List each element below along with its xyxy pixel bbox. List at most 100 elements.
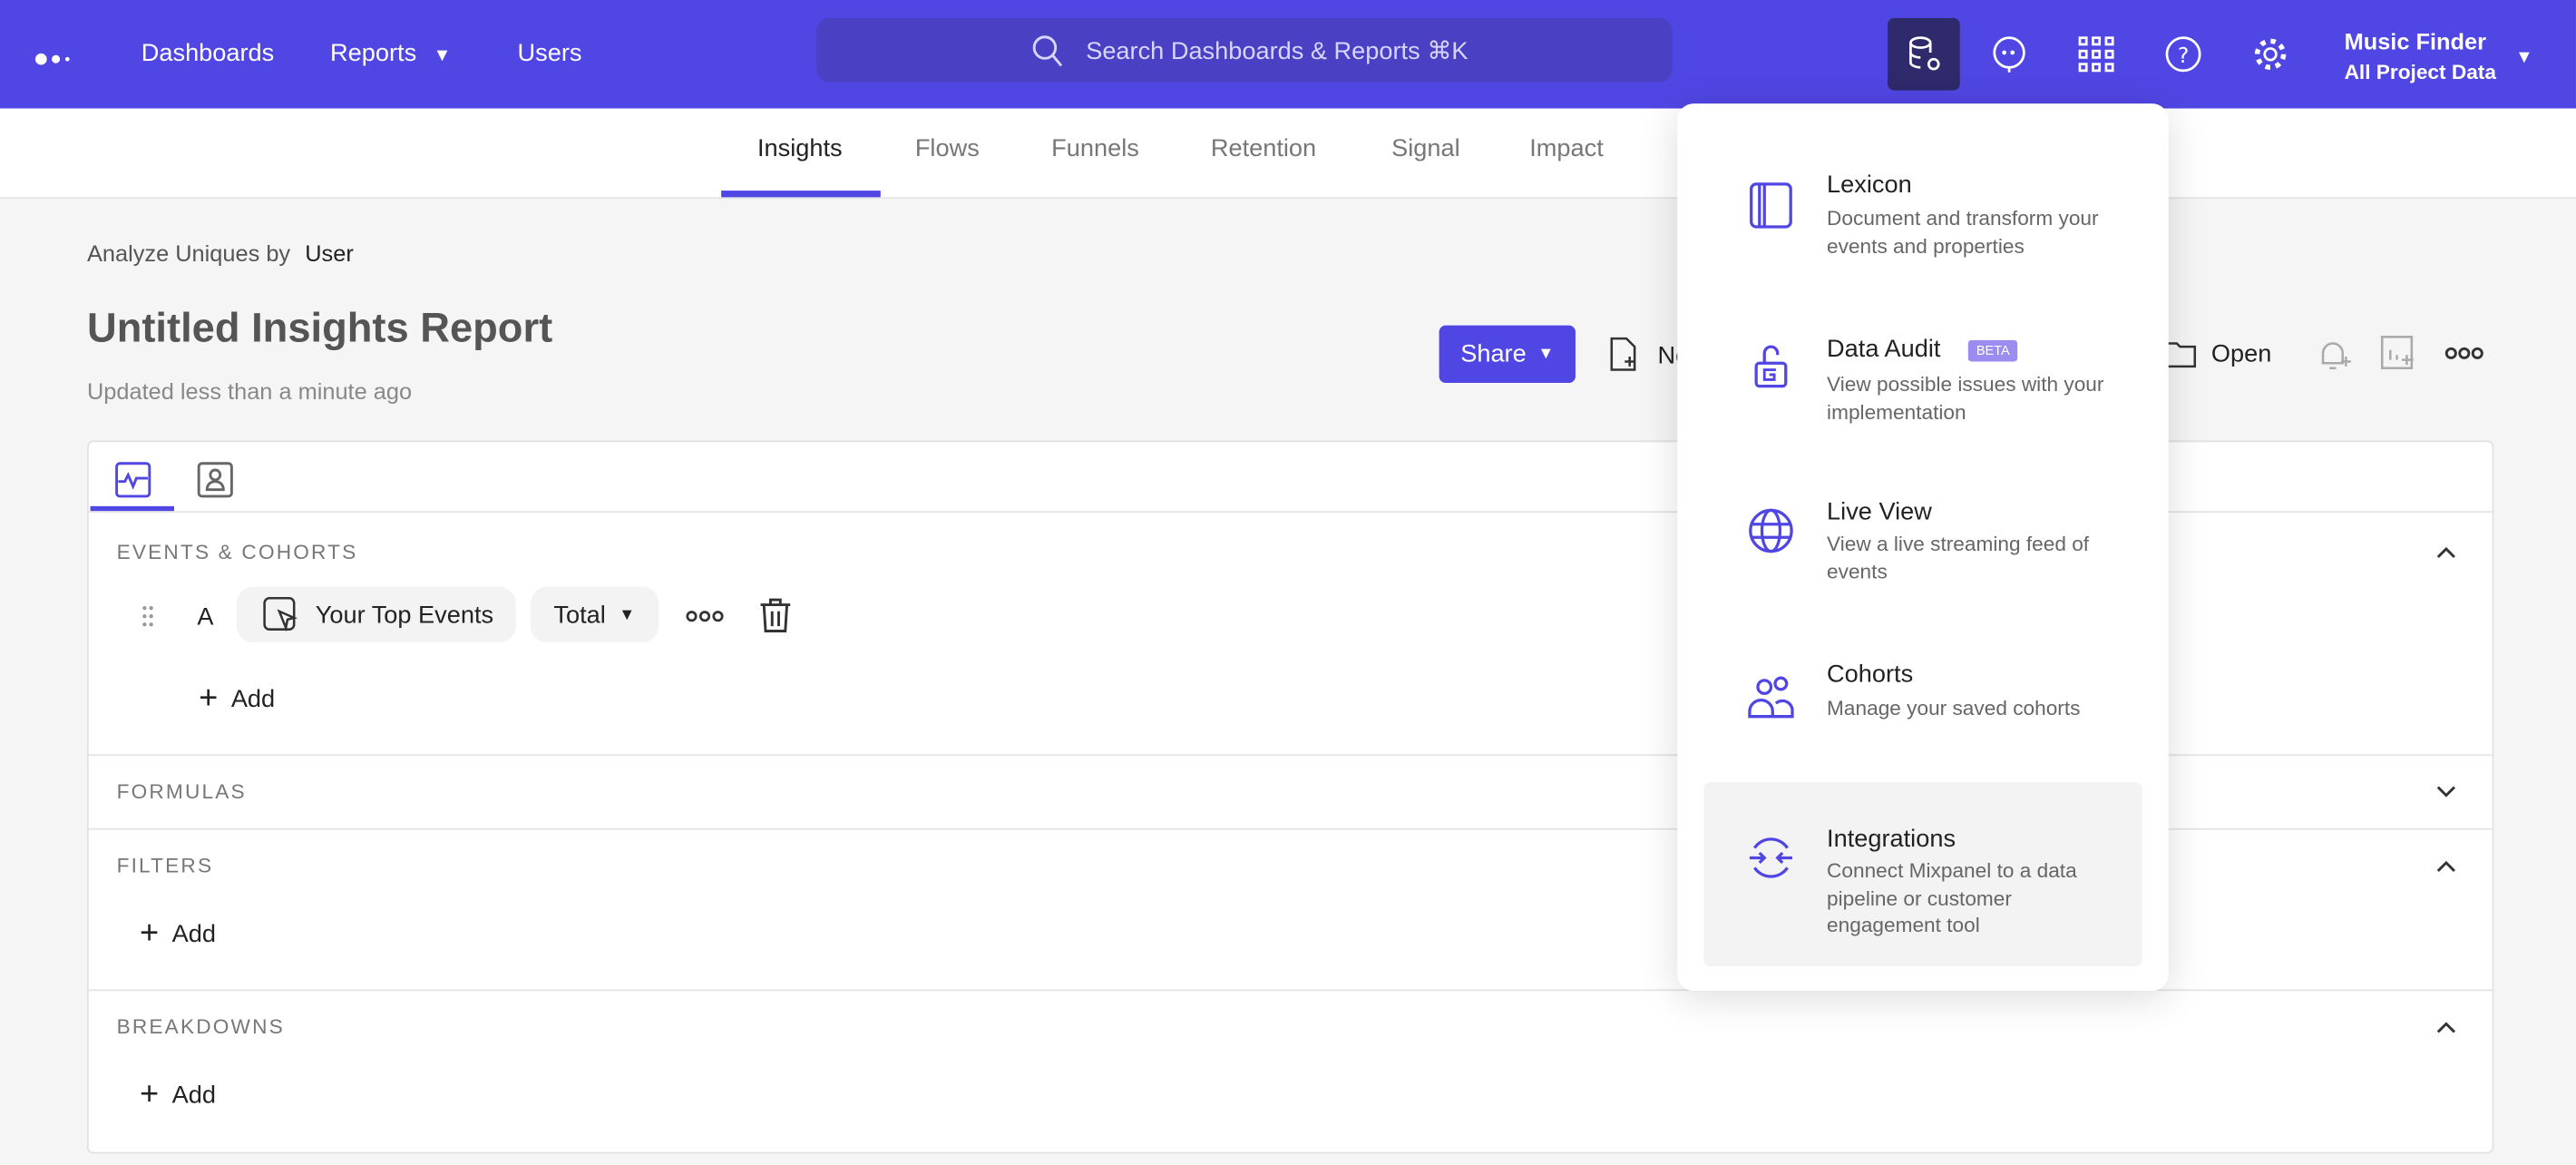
active-tab-indicator	[90, 505, 174, 512]
more-icon[interactable]	[2444, 345, 2483, 361]
menu-item-title: Lexicon	[1827, 171, 1912, 200]
beta-badge: BETA	[1967, 339, 2018, 362]
menu-item-data-audit[interactable]: Data Audit BETA View possible issues wit…	[1703, 300, 2142, 456]
divider	[88, 754, 2493, 757]
event-selector[interactable]: Your Top Events	[236, 586, 516, 643]
events-cohorts-header: EVENTS & COHORTS	[116, 540, 358, 564]
menu-item-desc: Document and transform your events and p…	[1827, 207, 2099, 258]
folder-icon	[2165, 342, 2197, 368]
divider	[88, 511, 2493, 514]
plus-icon: +	[199, 680, 219, 717]
users-tab-icon[interactable]	[197, 462, 233, 498]
apps-button[interactable]	[2066, 24, 2125, 83]
divider	[88, 827, 2493, 830]
filters-header: FILTERS	[116, 854, 214, 878]
report-title[interactable]: Untitled Insights Report	[86, 305, 553, 352]
cursor-click-icon	[263, 597, 298, 632]
chevron-down-icon[interactable]	[2435, 780, 2457, 803]
chat-button[interactable]	[1979, 24, 2038, 83]
caret-down-icon: ▼	[433, 45, 452, 66]
users-icon	[1748, 676, 1794, 719]
menu-item-desc: View a live streaming feed of events	[1827, 532, 2090, 583]
tab-insights[interactable]: Insights	[756, 134, 843, 163]
menu-item-title: Integrations	[1827, 825, 1956, 854]
open-button[interactable]: Open	[2165, 337, 2271, 369]
tab-flows[interactable]: Flows	[914, 134, 980, 163]
menu-item-integrations[interactable]: Integrations Connect Mixpanel to a data …	[1703, 782, 2142, 966]
active-tab-indicator	[721, 191, 881, 198]
share-button[interactable]: Share ▼	[1439, 325, 1576, 384]
measure-label: Total	[553, 600, 606, 629]
data-management-menu: Lexicon Document and transform your even…	[1677, 103, 2169, 992]
events-tab-icon[interactable]	[115, 462, 151, 498]
chevron-up-icon[interactable]	[2435, 541, 2457, 563]
add-filter-button[interactable]: + Add	[140, 915, 216, 954]
menu-item-cohorts[interactable]: Cohorts Manage your saved cohorts	[1703, 630, 2142, 778]
caret-down-icon: ▼	[2514, 47, 2533, 68]
caret-down-icon: ▼	[619, 605, 636, 624]
menu-item-title: Live View	[1827, 497, 1932, 526]
gear-icon	[2254, 38, 2287, 70]
tab-impact[interactable]: Impact	[1529, 134, 1604, 163]
data-management-button[interactable]	[1888, 17, 1960, 91]
search-input[interactable]: Search Dashboards & Reports ⌘K	[816, 17, 1673, 83]
trash-icon[interactable]	[757, 596, 794, 632]
chevron-up-icon[interactable]	[2435, 1015, 2457, 1038]
plus-icon: +	[139, 1076, 160, 1113]
top-bar: Dashboards Reports ▼ Users Search Dashbo…	[0, 0, 2576, 109]
nav-users[interactable]: Users	[517, 39, 582, 68]
add-label: Add	[171, 920, 216, 949]
alert-add-icon[interactable]	[2317, 337, 2353, 373]
globe-icon	[1749, 508, 1793, 553]
search-placeholder: Search Dashboards & Reports ⌘K	[1086, 37, 1469, 66]
add-label: Add	[171, 1081, 216, 1110]
settings-button[interactable]	[2240, 24, 2299, 83]
new-file-icon	[1610, 337, 1636, 371]
add-to-dashboard-icon[interactable]	[2380, 335, 2416, 371]
share-label: Share	[1460, 339, 1527, 368]
nav-dashboards[interactable]: Dashboards	[141, 39, 275, 68]
search-icon	[1032, 35, 1063, 67]
lock-icon	[1754, 345, 1788, 388]
svg-text:?: ?	[2178, 43, 2190, 68]
measure-dropdown[interactable]: Total ▼	[531, 586, 659, 643]
plus-icon: +	[139, 915, 160, 952]
grid-icon	[2078, 36, 2114, 73]
formulas-header[interactable]: FORMULAS	[116, 780, 247, 804]
menu-item-desc: Connect Mixpanel to a data pipeline or c…	[1827, 859, 2077, 937]
project-scope: All Project Data	[2344, 61, 2496, 84]
chat-icon	[1993, 36, 2025, 73]
open-label: Open	[2210, 339, 2272, 367]
menu-item-desc: Manage your saved cohorts	[1827, 696, 2081, 720]
book-icon	[1750, 182, 1792, 229]
row-letter: A	[197, 602, 214, 631]
more-icon[interactable]	[685, 608, 724, 624]
menu-item-lexicon[interactable]: Lexicon Document and transform your even…	[1703, 136, 2142, 292]
chevron-up-icon[interactable]	[2435, 855, 2457, 877]
tab-signal[interactable]: Signal	[1391, 134, 1460, 163]
logo-icon[interactable]	[34, 48, 73, 78]
nav-reports[interactable]: Reports ▼	[330, 39, 451, 67]
project-selector[interactable]: Music Finder All Project Data ▼	[2344, 26, 2533, 89]
analyze-value[interactable]: User	[305, 240, 354, 267]
help-icon: ?	[2165, 36, 2201, 73]
menu-item-title: Cohorts	[1827, 661, 1914, 689]
updated-text: Updated less than a minute ago	[86, 377, 413, 405]
menu-item-desc: View possible issues with your implement…	[1827, 373, 2104, 424]
event-label: Your Top Events	[315, 600, 494, 629]
menu-item-live-view[interactable]: Live View View a live streaming feed of …	[1703, 465, 2142, 622]
add-event-button[interactable]: + Add	[199, 680, 275, 719]
add-label: Add	[230, 685, 276, 714]
add-breakdown-button[interactable]: + Add	[140, 1076, 216, 1114]
menu-item-title: Data Audit	[1827, 335, 1941, 364]
nav-reports-label: Reports	[330, 39, 417, 68]
database-gear-icon	[1909, 36, 1940, 71]
tab-funnels[interactable]: Funnels	[1051, 134, 1139, 163]
integrations-icon	[1749, 837, 1793, 878]
tab-retention[interactable]: Retention	[1210, 134, 1317, 163]
caret-down-icon: ▼	[1537, 345, 1555, 364]
drag-handle-icon[interactable]	[141, 605, 154, 628]
analyze-by: Analyze Uniques by User	[87, 240, 354, 266]
analyze-label: Analyze Uniques by	[86, 240, 291, 267]
help-button[interactable]: ?	[2153, 24, 2212, 83]
